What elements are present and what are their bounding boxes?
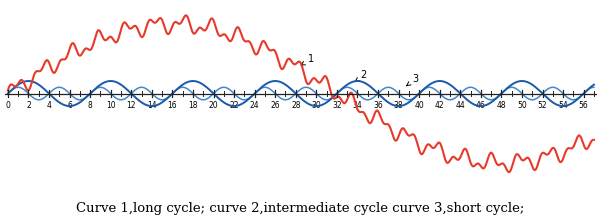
Text: 44: 44 [455,101,465,110]
Text: 52: 52 [538,101,547,110]
Text: 48: 48 [497,101,506,110]
Text: Curve 1,long cycle; curve 2,intermediate cycle curve 3,short cycle;: Curve 1,long cycle; curve 2,intermediate… [76,202,524,215]
Text: 0: 0 [5,101,10,110]
Text: 38: 38 [394,101,403,110]
Text: 28: 28 [291,101,301,110]
Text: 50: 50 [517,101,527,110]
Text: 36: 36 [373,101,383,110]
Text: 34: 34 [353,101,362,110]
Text: 42: 42 [435,101,445,110]
Text: 2: 2 [26,101,31,110]
Text: 16: 16 [167,101,177,110]
Text: 40: 40 [414,101,424,110]
Text: 18: 18 [188,101,197,110]
Text: 10: 10 [106,101,116,110]
Text: 46: 46 [476,101,485,110]
Text: 14: 14 [147,101,157,110]
Text: 30: 30 [311,101,321,110]
Text: 2: 2 [355,70,367,82]
Text: 12: 12 [127,101,136,110]
Text: 22: 22 [229,101,239,110]
Text: 4: 4 [47,101,52,110]
Text: 6: 6 [67,101,72,110]
Text: 8: 8 [88,101,92,110]
Text: 26: 26 [271,101,280,110]
Text: 1: 1 [301,54,314,65]
Text: 24: 24 [250,101,259,110]
Text: 54: 54 [558,101,568,110]
Text: 3: 3 [407,74,418,86]
Text: 20: 20 [209,101,218,110]
Text: 56: 56 [579,101,589,110]
Text: 32: 32 [332,101,341,110]
